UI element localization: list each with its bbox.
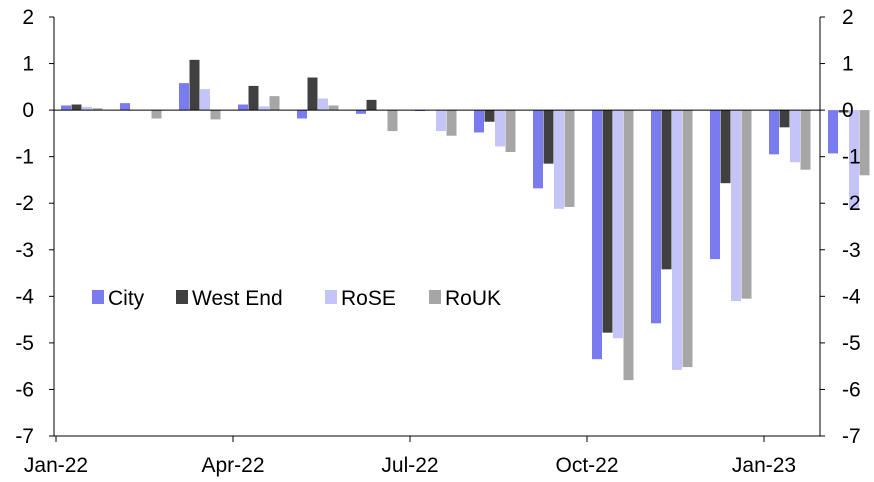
y-tick-label-left: 2 xyxy=(22,6,34,29)
bar-city-jun-22 xyxy=(356,110,366,114)
bar-west-end-mar-22 xyxy=(189,59,200,111)
bar-city-jan-22 xyxy=(61,105,71,111)
bar-rose-jan-22 xyxy=(82,106,92,111)
y-tick-label-right: -3 xyxy=(842,239,861,262)
y-tick-label-left: -6 xyxy=(15,378,34,401)
y-axis-ticks: 2 2 1 1 0 0 -1 -1 -2 -2 -3 -3 -4 -4 -5 -5 -6 -6 -7 -7 xyxy=(15,6,861,448)
y-tick-label-left: -4 xyxy=(15,285,34,308)
bar-city-jan-23 xyxy=(769,110,779,155)
bar-west-end-may-22 xyxy=(307,77,318,111)
bar-west-end-apr-22 xyxy=(248,85,259,111)
y-tick-label-right: -1 xyxy=(842,146,861,169)
x-tick-label: Oct-22 xyxy=(555,454,618,477)
bar-city-sep-22 xyxy=(533,110,543,189)
bar-rose-may-22 xyxy=(318,98,328,111)
legend-swatch-west-end xyxy=(176,290,188,304)
y-tick-label-right: -6 xyxy=(842,378,861,401)
legend-label-rose: RoSE xyxy=(341,287,396,310)
bar-city-may-22 xyxy=(297,110,307,119)
bar-rose-jan-23 xyxy=(790,110,800,163)
bar-west-end-feb-23 xyxy=(838,110,849,113)
y-tick-label-right: -4 xyxy=(842,285,861,308)
x-tick-label: Jul-22 xyxy=(381,454,438,477)
bar-rose-apr-22 xyxy=(259,106,269,111)
y-tick-label-left: -2 xyxy=(15,192,34,215)
bar-rouk-nov-22 xyxy=(682,110,693,368)
bar-west-end-nov-22 xyxy=(661,110,672,270)
bar-rose-sep-22 xyxy=(554,110,564,209)
x-axis-ticks: Jan-22 Apr-22 Jul-22 Oct-22 Jan-23 xyxy=(24,436,796,477)
bar-rouk-jul-22 xyxy=(446,110,457,136)
bar-rose-nov-22 xyxy=(672,110,682,370)
legend-swatch-rouk xyxy=(429,290,441,304)
bar-rouk-oct-22 xyxy=(623,110,634,381)
bar-city-dec-22 xyxy=(710,110,720,260)
legend: City West End RoSE RoUK xyxy=(92,287,501,310)
legend-label-rouk: RoUK xyxy=(445,287,501,310)
y-tick-label-left: -7 xyxy=(15,425,34,448)
bar-rouk-jan-23 xyxy=(800,110,811,170)
bar-rose-feb-23 xyxy=(849,110,859,209)
bar-rouk-aug-22 xyxy=(505,110,516,153)
y-tick-label-left: 0 xyxy=(22,99,34,122)
bar-city-feb-22 xyxy=(120,103,130,111)
bar-rouk-mar-22 xyxy=(210,110,221,120)
y-tick-label-left: -1 xyxy=(15,146,34,169)
y-tick-label-right: 0 xyxy=(842,99,854,122)
y-tick-label-left: 1 xyxy=(22,53,34,76)
legend-label-city: City xyxy=(108,287,145,310)
bar-city-nov-22 xyxy=(651,110,661,324)
bar-west-end-oct-22 xyxy=(602,110,613,333)
bar-rouk-feb-23 xyxy=(859,110,870,176)
bar-city-feb-23 xyxy=(828,110,838,154)
bar-rouk-feb-22 xyxy=(151,110,162,119)
x-tick-label: Jan-23 xyxy=(732,454,796,477)
bar-west-end-sep-22 xyxy=(543,110,554,164)
bar-west-end-aug-22 xyxy=(484,110,495,122)
bar-west-end-jan-23 xyxy=(779,110,790,128)
bar-rose-aug-22 xyxy=(495,110,505,147)
bars-group xyxy=(61,59,870,381)
bar-rose-oct-22 xyxy=(613,110,623,339)
y-tick-label-right: 1 xyxy=(842,53,854,76)
bar-city-apr-22 xyxy=(238,104,248,111)
y-tick-label-left: -5 xyxy=(15,332,34,355)
bar-city-oct-22 xyxy=(592,110,602,360)
bar-rouk-apr-22 xyxy=(269,96,280,111)
x-tick-label: Jan-22 xyxy=(24,454,88,477)
x-tick-label: Apr-22 xyxy=(201,454,264,477)
bar-west-end-jan-22 xyxy=(71,104,82,111)
legend-label-west-end: West End xyxy=(192,287,283,310)
bar-rouk-may-22 xyxy=(328,105,339,111)
bar-rouk-jun-22 xyxy=(387,110,398,132)
y-tick-label-right: 2 xyxy=(842,6,854,29)
bar-rose-jul-22 xyxy=(436,110,446,132)
bar-rose-mar-22 xyxy=(200,89,210,111)
y-tick-label-right: -2 xyxy=(842,192,861,215)
bar-rouk-sep-22 xyxy=(564,110,575,207)
y-tick-label-left: -3 xyxy=(15,239,34,262)
bar-rose-dec-22 xyxy=(731,110,741,301)
bar-west-end-jun-22 xyxy=(366,99,377,111)
bar-rouk-dec-22 xyxy=(741,110,752,299)
legend-swatch-rose xyxy=(325,290,337,304)
y-tick-label-right: -5 xyxy=(842,332,861,355)
legend-swatch-city xyxy=(92,290,104,304)
bar-city-aug-22 xyxy=(474,110,484,133)
bar-west-end-dec-22 xyxy=(720,110,731,184)
y-tick-label-right: -7 xyxy=(842,425,861,448)
bar-city-mar-22 xyxy=(179,83,189,111)
bar-rouk-jan-22 xyxy=(92,108,103,111)
